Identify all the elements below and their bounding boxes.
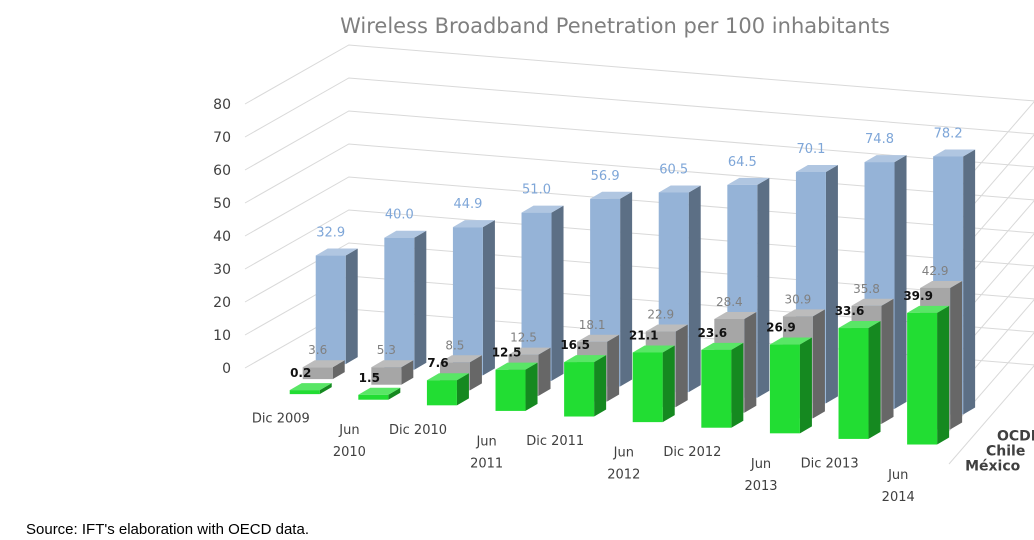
bar-mexico-5 (632, 345, 675, 423)
y-tick-label: 50 (213, 196, 231, 212)
x-tick-label: Dic 2009 (252, 412, 310, 427)
bar-mexico-2 (426, 373, 469, 406)
data-label-chile-7: 30.9 (785, 292, 812, 306)
x-tick-label: Jun 2013 (744, 457, 777, 494)
gridline (244, 77, 1034, 234)
data-label-mexico-8: 33.6 (835, 304, 865, 318)
y-tick-label: 70 (213, 130, 231, 146)
y-axis: 0 10 20 30 40 50 60 70 80 (213, 97, 231, 377)
chart-title: Wireless Broadband Penetration per 100 i… (340, 14, 890, 38)
bar-mexico-4 (564, 355, 607, 417)
x-tick-label: Jun 2010 (333, 423, 366, 460)
series-label-chile: Chile (986, 444, 1025, 460)
x-tick-label: Dic 2010 (389, 423, 447, 438)
data-label-chile-8: 35.8 (853, 282, 880, 296)
data-label-ocde-2: 44.9 (453, 197, 482, 212)
y-tick-label: 80 (213, 97, 231, 113)
data-label-mexico-2: 7.6 (427, 356, 448, 370)
bar-mexico-7 (769, 337, 812, 434)
data-label-ocde-6: 64.5 (728, 155, 757, 170)
data-label-ocde-1: 40.0 (385, 208, 414, 223)
data-label-chile-5: 22.9 (647, 308, 674, 322)
bar-mexico-0 (289, 383, 332, 395)
data-label-mexico-4: 16.5 (560, 338, 590, 352)
data-label-ocde-4: 56.9 (591, 169, 620, 184)
bar-ocde-2 (452, 220, 495, 376)
bar-mexico-3 (495, 362, 538, 411)
x-axis: Dic 2009 Jun 2010 Dic 2010 Jun 2011 Dic 2011 Ju… (252, 412, 915, 505)
x-tick-label: Jun 2011 (470, 434, 503, 471)
data-label-chile-0: 3.6 (308, 343, 327, 357)
plot-area (289, 149, 976, 445)
bar-chile-0 (302, 360, 345, 380)
bar-ocde-1 (384, 230, 427, 370)
bar-mexico-1 (358, 387, 401, 400)
data-label-mexico-9: 39.9 (903, 289, 933, 303)
data-label-ocde-8: 74.8 (865, 132, 894, 147)
data-label-ocde-7: 70.1 (796, 142, 825, 157)
data-label-ocde-9: 78.2 (934, 126, 963, 141)
gridline (244, 143, 1034, 300)
x-tick-label: Jun 2014 (882, 468, 915, 505)
y-tick-label: 10 (213, 328, 231, 344)
y-tick-label: 60 (213, 163, 231, 179)
x-tick-label: Dic 2013 (801, 456, 859, 471)
gridline (244, 44, 1034, 201)
data-label-ocde-3: 51.0 (522, 183, 551, 198)
data-label-chile-6: 28.4 (716, 295, 743, 309)
data-label-chile-2: 8.5 (445, 338, 464, 352)
bar-ocde-0 (315, 248, 358, 365)
x-tick-label: Dic 2012 (663, 445, 721, 460)
data-labels: 32.9 40.0 44.9 51.0 56.9 60.5 64.5 70.1 74.8 78.2… (290, 126, 963, 384)
series-legend: OCDEChileMéxico (965, 429, 1034, 475)
data-label-mexico-3: 12.5 (492, 346, 522, 360)
series-label-ocde: OCDE (997, 429, 1034, 445)
data-label-chile-4: 18.1 (579, 318, 606, 332)
source-note: Source: IFT's elaboration with OECD data… (26, 521, 309, 538)
gridline (244, 110, 1034, 267)
data-label-chile-3: 12.5 (510, 331, 537, 345)
y-tick-label: 30 (213, 262, 231, 278)
y-tick-label: 20 (213, 295, 231, 311)
bar-mexico-9 (907, 305, 950, 445)
bar-mexico-6 (701, 342, 744, 428)
x-tick-label: Jun 2012 (607, 446, 640, 483)
data-label-mexico-7: 26.9 (766, 321, 796, 335)
data-label-ocde-5: 60.5 (659, 162, 688, 177)
y-tick-label: 40 (213, 229, 231, 245)
x-tick-label: Dic 2011 (526, 434, 584, 449)
data-label-chile-1: 5.3 (377, 343, 396, 357)
data-label-mexico-5: 21.1 (629, 328, 659, 342)
data-label-chile-9: 42.9 (922, 264, 949, 278)
data-label-mexico-0: 0.2 (290, 366, 311, 380)
y-tick-label: 0 (222, 361, 231, 377)
series-label-mexico: México (965, 459, 1021, 475)
data-label-ocde-0: 32.9 (316, 226, 345, 241)
bar-mexico-8 (838, 321, 881, 439)
data-label-mexico-1: 1.5 (359, 371, 380, 385)
data-label-mexico-6: 23.6 (698, 326, 728, 340)
bar-chile-1 (371, 360, 414, 385)
